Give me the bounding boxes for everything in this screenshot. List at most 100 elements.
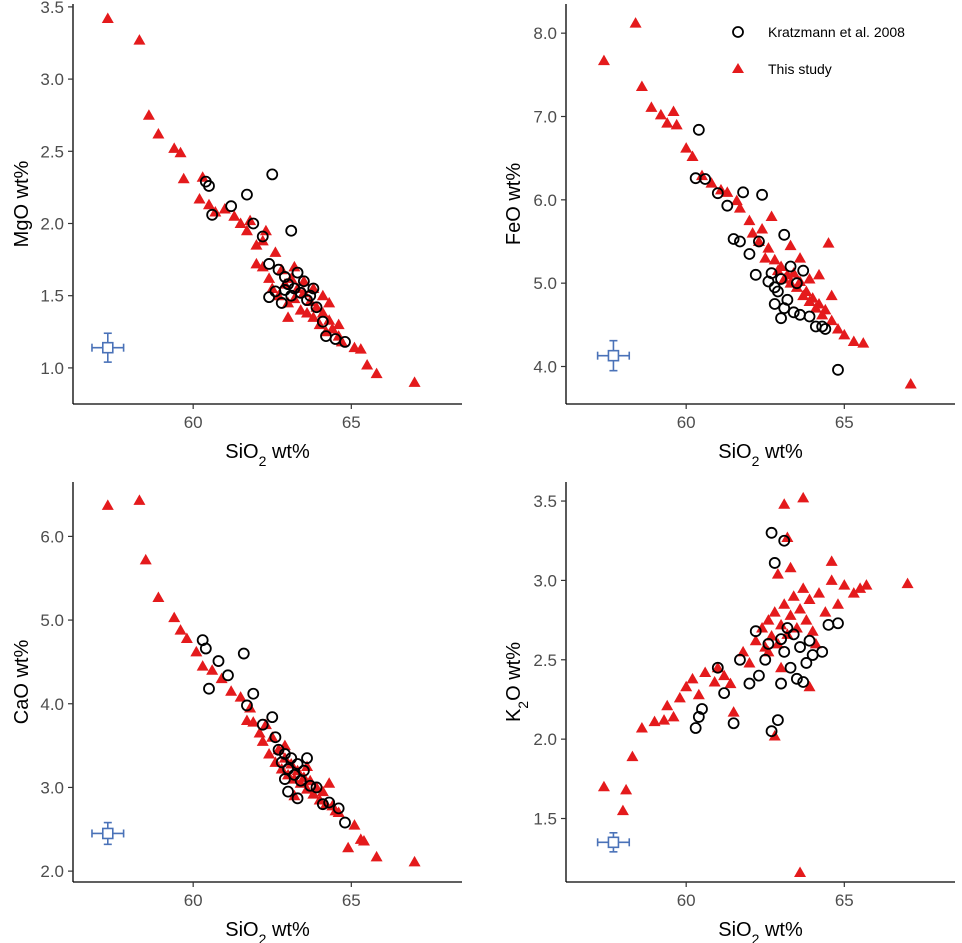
chart-3-point-this-study — [784, 609, 797, 620]
chart-2-y-tick-label: 3.0 — [40, 778, 64, 797]
chart-2-point-kratzmann — [247, 687, 260, 700]
chart-2-x-tick-label: 60 — [184, 891, 203, 910]
chart-0-point-this-study — [101, 12, 114, 23]
chart-3-point-kratzmann — [822, 618, 835, 631]
chart-0-point-this-study — [250, 239, 263, 250]
chart-0-point-this-study — [301, 307, 314, 318]
chart-3-point-this-study — [775, 661, 788, 673]
chart-2-point-this-study — [288, 773, 301, 784]
chart-0-error-bar-center — [101, 341, 114, 354]
chart-1-y-tick-label: 6.0 — [533, 191, 557, 210]
chart-3-point-this-study — [756, 622, 769, 633]
chart-2-point-kratzmann — [332, 802, 345, 815]
chart-0-point-kratzmann — [316, 315, 329, 328]
chart-1-error-bar-center — [607, 349, 620, 362]
chart-1-point-kratzmann — [775, 312, 787, 325]
chart-2-point-this-study — [266, 731, 279, 742]
chart-3-point-kratzmann — [692, 711, 705, 723]
chart-0-point-this-study — [263, 272, 276, 283]
chart-1-point-this-study — [787, 267, 800, 278]
chart-2-point-this-study — [206, 664, 219, 675]
chart-1-point-this-study — [645, 101, 658, 112]
chart-2-point-this-study — [332, 806, 345, 818]
chart-0-y-tick-label: 1.0 — [40, 359, 64, 378]
chart-3-point-this-study — [778, 498, 791, 509]
chart-0-point-this-study — [291, 282, 304, 293]
chart-3-point-this-study — [771, 568, 784, 579]
chart-2-point-this-study — [256, 735, 269, 746]
chart-3-point-this-study — [626, 750, 639, 762]
chart-3-point-this-study — [803, 680, 816, 692]
chart-3-point-this-study — [768, 606, 781, 617]
panel-cao: 60 65 2.0 3.0 4.0 5.0 6.0 SiO2 wt% CaO wt% — [11, 482, 462, 943]
chart-2-point-this-study — [168, 611, 181, 623]
chart-1-point-this-study — [819, 303, 832, 315]
chart-1-y-tick-label: 5.0 — [533, 274, 557, 293]
chart-2-point-kratzmann — [212, 655, 225, 667]
chart-3-point-this-study — [803, 593, 816, 604]
chart-3-point-this-study — [708, 676, 721, 687]
chart-3-point-this-study — [825, 555, 838, 566]
chart-3-x-tick-label: 65 — [835, 891, 854, 910]
chart-3-point-this-study — [860, 579, 873, 590]
chart-1-point-kratzmann — [787, 306, 800, 319]
chart-3-point-kratzmann — [784, 661, 797, 674]
chart-1-point-this-study — [680, 142, 693, 153]
chart-3-point-kratzmann — [832, 617, 844, 630]
chart-1-point-this-study — [670, 118, 683, 130]
chart-3-point-kratzmann — [718, 687, 731, 700]
chart-3-point-kratzmann — [797, 676, 810, 688]
chart-2-point-this-study — [174, 624, 187, 635]
chart-1-point-this-study — [790, 281, 803, 292]
chart-1-point-this-study — [667, 105, 680, 116]
chart-0-point-kratzmann — [339, 336, 351, 348]
chart-2-point-this-study — [180, 632, 193, 643]
chart-1-point-kratzmann — [699, 173, 712, 185]
chart-0-point-this-study — [307, 311, 320, 322]
chart-2-point-this-study — [357, 834, 370, 846]
chart-1-point-kratzmann — [790, 277, 803, 290]
chart-2-point-this-study — [278, 739, 291, 751]
chart-2-point-kratzmann — [256, 718, 269, 731]
chart-2-point-kratzmann — [199, 642, 212, 655]
chart-3-point-kratzmann — [689, 722, 702, 734]
chart-0-point-kratzmann — [256, 230, 269, 243]
chart-3-point-this-study — [680, 680, 693, 692]
chart-3-point-this-study — [616, 804, 629, 816]
chart-1-point-kratzmann — [743, 248, 756, 260]
chart-1-point-this-study — [822, 237, 835, 248]
chart-0-point-this-study — [250, 257, 263, 269]
chart-0-point-this-study — [323, 296, 336, 308]
chart-2-point-kratzmann — [339, 816, 351, 829]
chart-2-error-bar-center — [101, 827, 114, 840]
chart-2-point-kratzmann — [294, 774, 307, 787]
chart-2-y-tick-label: 2.0 — [40, 862, 64, 881]
chart-0-point-kratzmann — [304, 289, 317, 302]
chart-3-point-this-study — [673, 691, 686, 703]
chart-2-x-axis-title: SiO2 wt% — [225, 919, 310, 943]
chart-2-point-kratzmann — [278, 773, 291, 785]
chart-1-point-kratzmann — [768, 298, 781, 310]
chart-3-point-kratzmann — [749, 625, 762, 638]
chart-2-point-this-study — [253, 727, 266, 738]
chart-2-x-tick-label: 65 — [342, 891, 361, 910]
chart-1-point-kratzmann — [832, 363, 844, 376]
chart-2-point-kratzmann — [288, 768, 301, 781]
chart-2-point-kratzmann — [316, 798, 329, 811]
chart-1-point-kratzmann — [734, 235, 746, 248]
chart-2-point-kratzmann — [297, 764, 310, 777]
chart-0-point-this-study — [361, 359, 374, 370]
chart-2-point-kratzmann — [291, 792, 304, 805]
chart-0-point-this-study — [168, 142, 181, 153]
chart-3-point-this-study — [809, 637, 822, 649]
chart-3-point-this-study — [692, 688, 705, 700]
chart-3-point-this-study — [825, 574, 838, 585]
chart-3-point-this-study — [749, 634, 762, 646]
chart-2-point-kratzmann — [269, 731, 282, 744]
chart-3-point-this-study — [787, 590, 800, 601]
chart-2-point-this-study — [323, 777, 336, 788]
chart-3-point-this-study — [813, 587, 826, 598]
chart-3-point-kratzmann — [759, 653, 772, 666]
chart-2-y-tick-label: 5.0 — [40, 611, 64, 630]
